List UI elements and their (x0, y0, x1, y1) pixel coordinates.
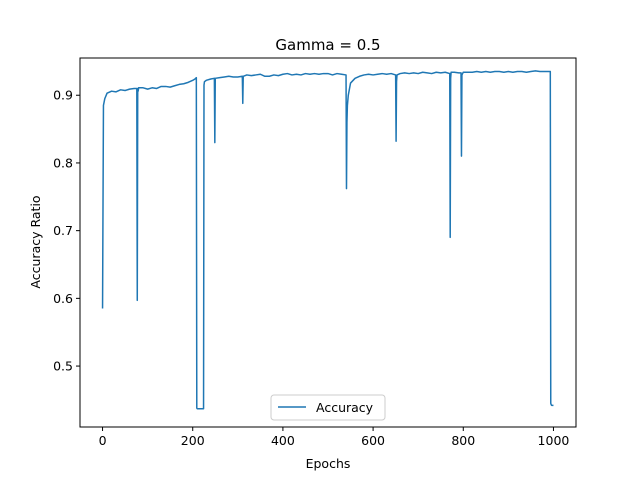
legend-label-accuracy: Accuracy (316, 400, 374, 415)
y-tick-label: 0.6 (53, 291, 73, 306)
x-tick-label: 800 (451, 433, 475, 448)
x-axis-label: Epochs (306, 456, 351, 471)
y-tick-label: 0.8 (53, 155, 73, 170)
series-line-accuracy (101, 70, 554, 410)
x-tick-label: 1000 (538, 433, 570, 448)
x-tick-label: 200 (181, 433, 205, 448)
y-axis: 0.5 0.6 0.7 0.8 0.9 (53, 88, 80, 374)
x-tick-label: 400 (271, 433, 295, 448)
legend-box (270, 394, 386, 421)
y-tick-label: 0.5 (53, 359, 73, 374)
y-axis-label: Accuracy Ratio (28, 195, 43, 288)
y-tick-label: 0.9 (53, 88, 73, 103)
legend: Accuracy (270, 394, 386, 421)
x-tick-label: 600 (361, 433, 385, 448)
y-tick-label: 0.7 (53, 223, 73, 238)
x-tick-label: 0 (99, 433, 107, 448)
plot-area (101, 70, 554, 410)
x-axis: 0 200 400 600 800 1000 (99, 427, 570, 448)
chart-title: Gamma = 0.5 (275, 36, 380, 54)
axes-frame (79, 57, 577, 428)
